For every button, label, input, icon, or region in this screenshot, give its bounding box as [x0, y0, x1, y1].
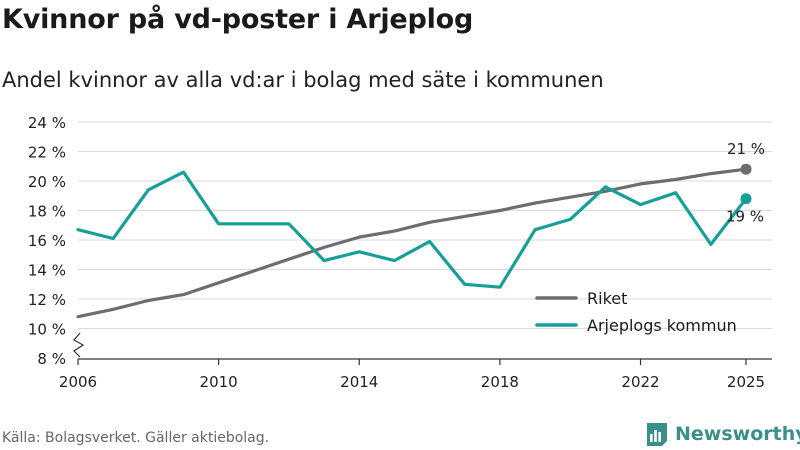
- y-tick-label: 12 %: [28, 291, 66, 309]
- y-axis-ticks: 8 % 10 % 12 % 14 % 16 % 18 % 20 % 22 % 24 %: [28, 114, 85, 368]
- y-tick-label: 22 %: [28, 144, 66, 162]
- series-line-arjeplog: [76, 170, 748, 289]
- end-label-riket: 21 %: [727, 140, 765, 158]
- y-tick-label: 20 %: [28, 173, 66, 191]
- end-point-riket: [740, 163, 752, 175]
- y-tick-label: 14 %: [28, 262, 66, 280]
- brand-logo: Newsworthy: [645, 420, 800, 448]
- end-labels: 21 % 19 %: [726, 140, 765, 226]
- legend: Riket Arjeplogs kommun: [535, 289, 737, 335]
- x-tick-label: 2025: [727, 373, 765, 391]
- brand-name: Newsworthy: [675, 423, 800, 445]
- grid-lines: [78, 121, 772, 329]
- legend-label-riket: Riket: [587, 289, 627, 308]
- x-tick-label: 2010: [200, 373, 238, 391]
- newsworthy-logo-icon: [647, 423, 667, 446]
- series-line-riket: [76, 167, 748, 319]
- x-tick-label: 2006: [59, 373, 97, 391]
- axis-break-icon: [73, 332, 85, 358]
- series-lines: [76, 163, 752, 319]
- source-note: Källa: Bolagsverket. Gäller aktiebolag.: [2, 430, 270, 446]
- end-point-arjeplog: [740, 193, 752, 205]
- chart-subtitle: Andel kvinnor av alla vd:ar i bolag med …: [2, 68, 604, 92]
- end-label-arjeplog: 19 %: [726, 208, 764, 226]
- y-tick-label: 10 %: [28, 321, 66, 339]
- legend-label-arjeplog: Arjeplogs kommun: [587, 316, 737, 335]
- x-axis: 2006 2010 2014 2018 2022 2025: [59, 358, 772, 391]
- y-tick-label: 24 %: [28, 114, 66, 132]
- x-tick-label: 2022: [621, 373, 659, 391]
- y-tick-label: 16 %: [28, 232, 66, 250]
- line-chart: 8 % 10 % 12 % 14 % 16 % 18 % 20 % 22 % 24 % 2006…: [28, 114, 772, 391]
- y-tick-label: 8 %: [37, 350, 66, 368]
- y-tick-label: 18 %: [28, 203, 66, 221]
- x-tick-label: 2018: [481, 373, 519, 391]
- x-tick-label: 2014: [340, 373, 378, 391]
- chart-title: Kvinnor på vd-poster i Arjeplog: [2, 4, 474, 35]
